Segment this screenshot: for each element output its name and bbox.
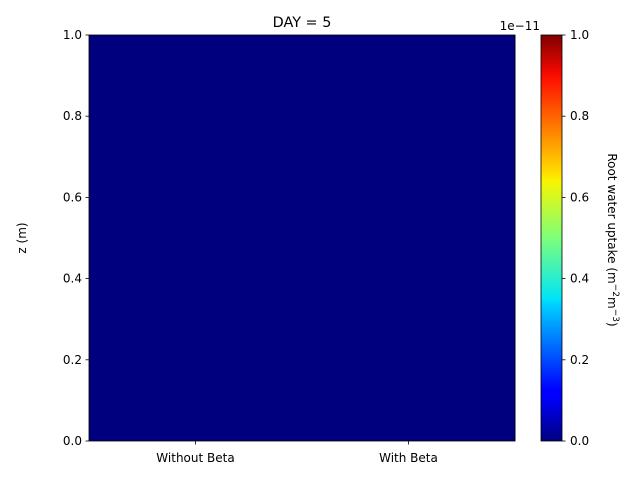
y-tick-label: 0.6 — [63, 190, 82, 204]
chart-title: DAY = 5 — [273, 15, 332, 31]
heatmap-cells — [89, 35, 516, 441]
colorbar-offset-text: 1e−11 — [500, 19, 540, 33]
x-axis: Without Beta With Beta — [156, 441, 438, 465]
y-tick-label: 0.4 — [63, 272, 82, 286]
colorbar-tick-label: 0.6 — [570, 190, 589, 204]
colorbar-tick-label: 0.0 — [570, 434, 589, 448]
colorbar-label: Root water uptake (m−2m−3) — [605, 153, 620, 326]
colorbar-tick-label: 1.0 — [570, 28, 589, 42]
y-tick-label: 0.0 — [63, 434, 82, 448]
x-tick-label: With Beta — [379, 451, 438, 465]
colorbar — [540, 34, 563, 442]
colorbar-axis: 0.0 0.2 0.4 0.6 0.8 1.0 — [562, 28, 589, 448]
plot-frame — [88, 34, 516, 442]
heatmap-cell — [302, 35, 516, 441]
colorbar-tick-label: 0.4 — [570, 272, 589, 286]
y-axis-label: z (m) — [15, 222, 29, 253]
y-tick-label: 0.2 — [63, 353, 82, 367]
heatmap-cell — [89, 35, 303, 441]
y-tick-label: 0.8 — [63, 109, 82, 123]
colorbar-tick-label: 0.2 — [570, 353, 589, 367]
colorbar-tick-label: 0.8 — [570, 109, 589, 123]
x-tick-label: Without Beta — [156, 451, 234, 465]
y-tick-label: 1.0 — [63, 28, 82, 42]
y-axis: 0.0 0.2 0.4 0.6 0.8 1.0 — [63, 28, 89, 448]
